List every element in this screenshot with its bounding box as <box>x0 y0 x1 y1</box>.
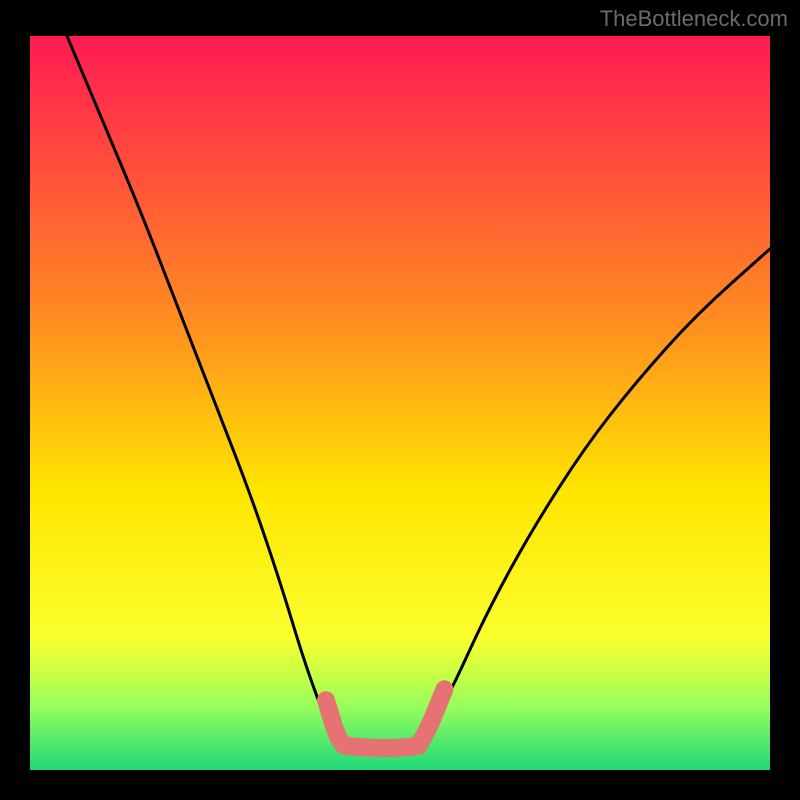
valley-segment-2 <box>419 689 445 746</box>
chart-plot-area <box>30 36 770 770</box>
valley-highlight <box>326 689 444 748</box>
valley-segment-1 <box>345 746 419 748</box>
watermark-text: TheBottleneck.com <box>600 6 788 32</box>
bottleneck-curve <box>67 36 770 748</box>
chart-svg <box>30 36 770 770</box>
